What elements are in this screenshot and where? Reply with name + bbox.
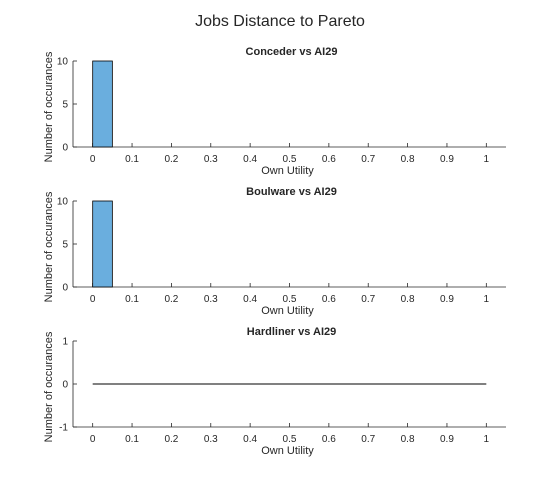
y-axis-label: Number of occurances <box>43 331 55 442</box>
x-tick-label: 0.2 <box>164 294 178 305</box>
x-tick-label: 0.2 <box>164 434 178 445</box>
y-tick-label: 0 <box>62 283 68 294</box>
y-tick-label: 1 <box>62 337 68 348</box>
x-tick-label: 0.2 <box>164 154 178 165</box>
x-tick-label: 0.7 <box>361 154 375 165</box>
y-tick-label: 0 <box>62 143 68 154</box>
x-axis-label: Own Utility <box>261 165 314 177</box>
histogram-bar <box>92 200 113 288</box>
subplot-title: Conceder vs AI29 <box>246 46 338 58</box>
x-tick-label: 0.9 <box>440 154 454 165</box>
x-axis-label: Own Utility <box>261 305 314 317</box>
x-tick-label: 0.5 <box>283 154 297 165</box>
x-tick-label: 0 <box>90 294 96 305</box>
x-tick-label: 0.3 <box>204 154 218 165</box>
x-tick-label: 0.7 <box>361 434 375 445</box>
x-tick-label: 0.6 <box>322 434 336 445</box>
x-tick-label: 0.3 <box>204 294 218 305</box>
x-tick-label: 0 <box>90 154 96 165</box>
y-tick-label: 5 <box>62 100 68 111</box>
x-tick-label: 0.6 <box>322 294 336 305</box>
x-tick-label: 0.4 <box>243 154 257 165</box>
subplots: 0 0.1 0.2 0.3 0.4 0.5 0.6 0.7 0.8 0.9 10510Concede… <box>43 46 506 457</box>
y-tick-label: 10 <box>57 197 69 208</box>
x-tick-label: 0.8 <box>401 434 415 445</box>
x-tick-label: 0.4 <box>243 434 257 445</box>
figure-title: Jobs Distance to Pareto <box>195 13 365 30</box>
subplot-3: 0 0.1 0.2 0.3 0.4 0.5 0.6 0.7 0.8 0.9 1 -1 0 1 Hardlin… <box>43 326 506 457</box>
subplot-title: Boulware vs AI29 <box>246 186 337 198</box>
y-axis-label: Number of occurances <box>43 191 55 302</box>
x-tick-label: 0.8 <box>401 154 415 165</box>
x-tick-label: 0.5 <box>283 434 297 445</box>
x-tick-label: 1 <box>484 434 490 445</box>
subplot-title: Hardliner vs AI29 <box>247 326 336 338</box>
x-tick-label: 0.1 <box>125 434 139 445</box>
y-axis-label: Number of occurances <box>43 51 55 162</box>
y-tick-label: 0 <box>62 380 68 391</box>
subplot-1: 0 0.1 0.2 0.3 0.4 0.5 0.6 0.7 0.8 0.9 10510Concede… <box>43 46 506 177</box>
x-tick-label: 0 <box>90 434 96 445</box>
x-tick-label: 1 <box>484 294 490 305</box>
x-axis-label: Own Utility <box>261 445 314 457</box>
histogram-bar <box>92 60 113 148</box>
x-tick-label: 0.7 <box>361 294 375 305</box>
y-tick-label: 5 <box>62 240 68 251</box>
y-tick-label: 10 <box>57 57 69 68</box>
x-tick-label: 0.4 <box>243 294 257 305</box>
x-tick-label: 0.1 <box>125 154 139 165</box>
x-tick-label: 0.6 <box>322 154 336 165</box>
x-tick-label: 0.9 <box>440 294 454 305</box>
x-tick-label: 0.5 <box>283 294 297 305</box>
x-tick-label: 1 <box>484 154 490 165</box>
x-tick-label: 0.3 <box>204 434 218 445</box>
x-tick-label: 0.1 <box>125 294 139 305</box>
subplot-2: 0 0.1 0.2 0.3 0.4 0.5 0.6 0.7 0.8 0.9 10510Boulwar… <box>43 186 506 317</box>
x-tick-label: 0.9 <box>440 434 454 445</box>
x-tick-label: 0.8 <box>401 294 415 305</box>
y-tick-label: -1 <box>59 423 68 434</box>
